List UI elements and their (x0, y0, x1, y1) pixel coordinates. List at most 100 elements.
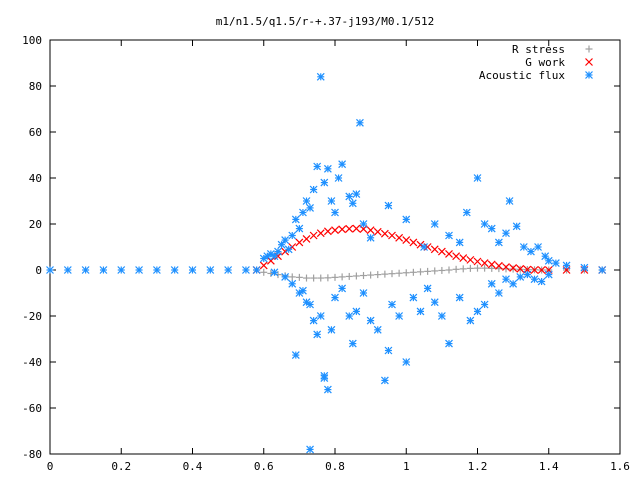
y-tick-label: -20 (22, 310, 42, 323)
plot-frame (49, 39, 621, 455)
data-point (291, 215, 300, 224)
data-point (423, 243, 432, 251)
data-point (445, 339, 453, 348)
data-point (63, 266, 72, 274)
data-point (488, 264, 496, 272)
data-point (309, 316, 318, 325)
data-point (299, 286, 307, 295)
data-point (327, 325, 336, 334)
data-point (481, 264, 489, 272)
data-point (409, 238, 418, 247)
data-point (437, 247, 446, 256)
data-point (188, 266, 197, 274)
data-point (152, 266, 161, 274)
data-point (316, 312, 325, 320)
data-point (242, 266, 250, 274)
data-point (323, 227, 332, 236)
data-point (580, 263, 589, 272)
data-point (381, 270, 389, 278)
data-point (274, 271, 282, 279)
data-point (466, 255, 475, 264)
x-tick-label: 0.2 (111, 460, 131, 473)
data-point (541, 252, 550, 261)
data-point (306, 203, 314, 212)
y-axis: 100 80 60 40 20 0 -20 -40 -60 -80 (22, 34, 620, 461)
data-point (384, 201, 393, 210)
data-point (423, 284, 432, 293)
y-tick-label: 80 (29, 80, 42, 93)
data-point (302, 235, 311, 243)
data-point (395, 312, 404, 320)
data-point (480, 259, 489, 268)
data-point (309, 185, 318, 194)
legend-label: R stress (512, 43, 565, 56)
data-point (359, 289, 368, 297)
data-point (430, 245, 439, 254)
data-point (466, 264, 474, 272)
data-point (338, 284, 347, 293)
data-point (291, 351, 300, 360)
data-point (487, 224, 496, 233)
data-point (345, 192, 354, 201)
data-point (516, 264, 525, 273)
data-point (598, 266, 607, 274)
y-tick-label: -40 (22, 356, 42, 369)
y-tick-label: 40 (29, 172, 42, 185)
data-point (395, 269, 403, 277)
data-point (459, 265, 467, 273)
data-point (523, 270, 532, 279)
data-point (494, 289, 503, 297)
data-point (473, 257, 482, 266)
data-point (252, 266, 261, 274)
data-point (534, 243, 542, 251)
x-tick-label: 0.6 (254, 460, 274, 473)
data-point (81, 266, 90, 274)
data-point (509, 279, 518, 288)
data-point (274, 247, 282, 256)
x-axis: 0 0.2 0.4 0.6 0.8 1 1.2 1.4 1.6 (47, 40, 630, 473)
data-point (360, 272, 367, 280)
data-point (474, 264, 481, 272)
data-point (352, 272, 360, 280)
data-point (259, 261, 268, 270)
data-point (445, 266, 453, 274)
data-point (310, 274, 318, 282)
data-point (416, 307, 425, 316)
data-point (551, 259, 560, 268)
data-point (544, 270, 553, 279)
data-point (409, 268, 417, 276)
data-point (431, 267, 439, 275)
data-point (135, 266, 143, 274)
data-point (388, 231, 396, 240)
data-point (313, 330, 322, 339)
y-tick-label: -80 (22, 448, 42, 461)
data-point (505, 197, 514, 205)
data-point (530, 266, 539, 274)
data-point (512, 222, 521, 231)
data-point (270, 268, 279, 277)
data-point (519, 243, 528, 251)
data-point (366, 226, 375, 235)
data-point (367, 271, 375, 279)
data-point (284, 245, 293, 254)
data-point (348, 199, 357, 208)
data-point (356, 118, 364, 127)
data-point (424, 267, 432, 275)
data-point (320, 371, 329, 380)
y-tick-label: 100 (22, 34, 42, 47)
data-point (494, 238, 503, 247)
data-point (374, 271, 382, 279)
data-point (324, 274, 332, 282)
data-point (473, 174, 482, 182)
data-point (455, 238, 464, 247)
data-point (530, 275, 539, 284)
chart-title: m1/n1.5/q1.5/r-+.37-j193/M0.1/512 (216, 15, 435, 28)
data-point (352, 307, 361, 316)
data-point (117, 266, 126, 274)
data-point (562, 261, 571, 270)
data-point (281, 236, 290, 245)
data-point (320, 178, 329, 187)
legend-label: Acoustic flux (479, 69, 565, 82)
data-point (430, 220, 439, 228)
data-point (270, 252, 279, 261)
